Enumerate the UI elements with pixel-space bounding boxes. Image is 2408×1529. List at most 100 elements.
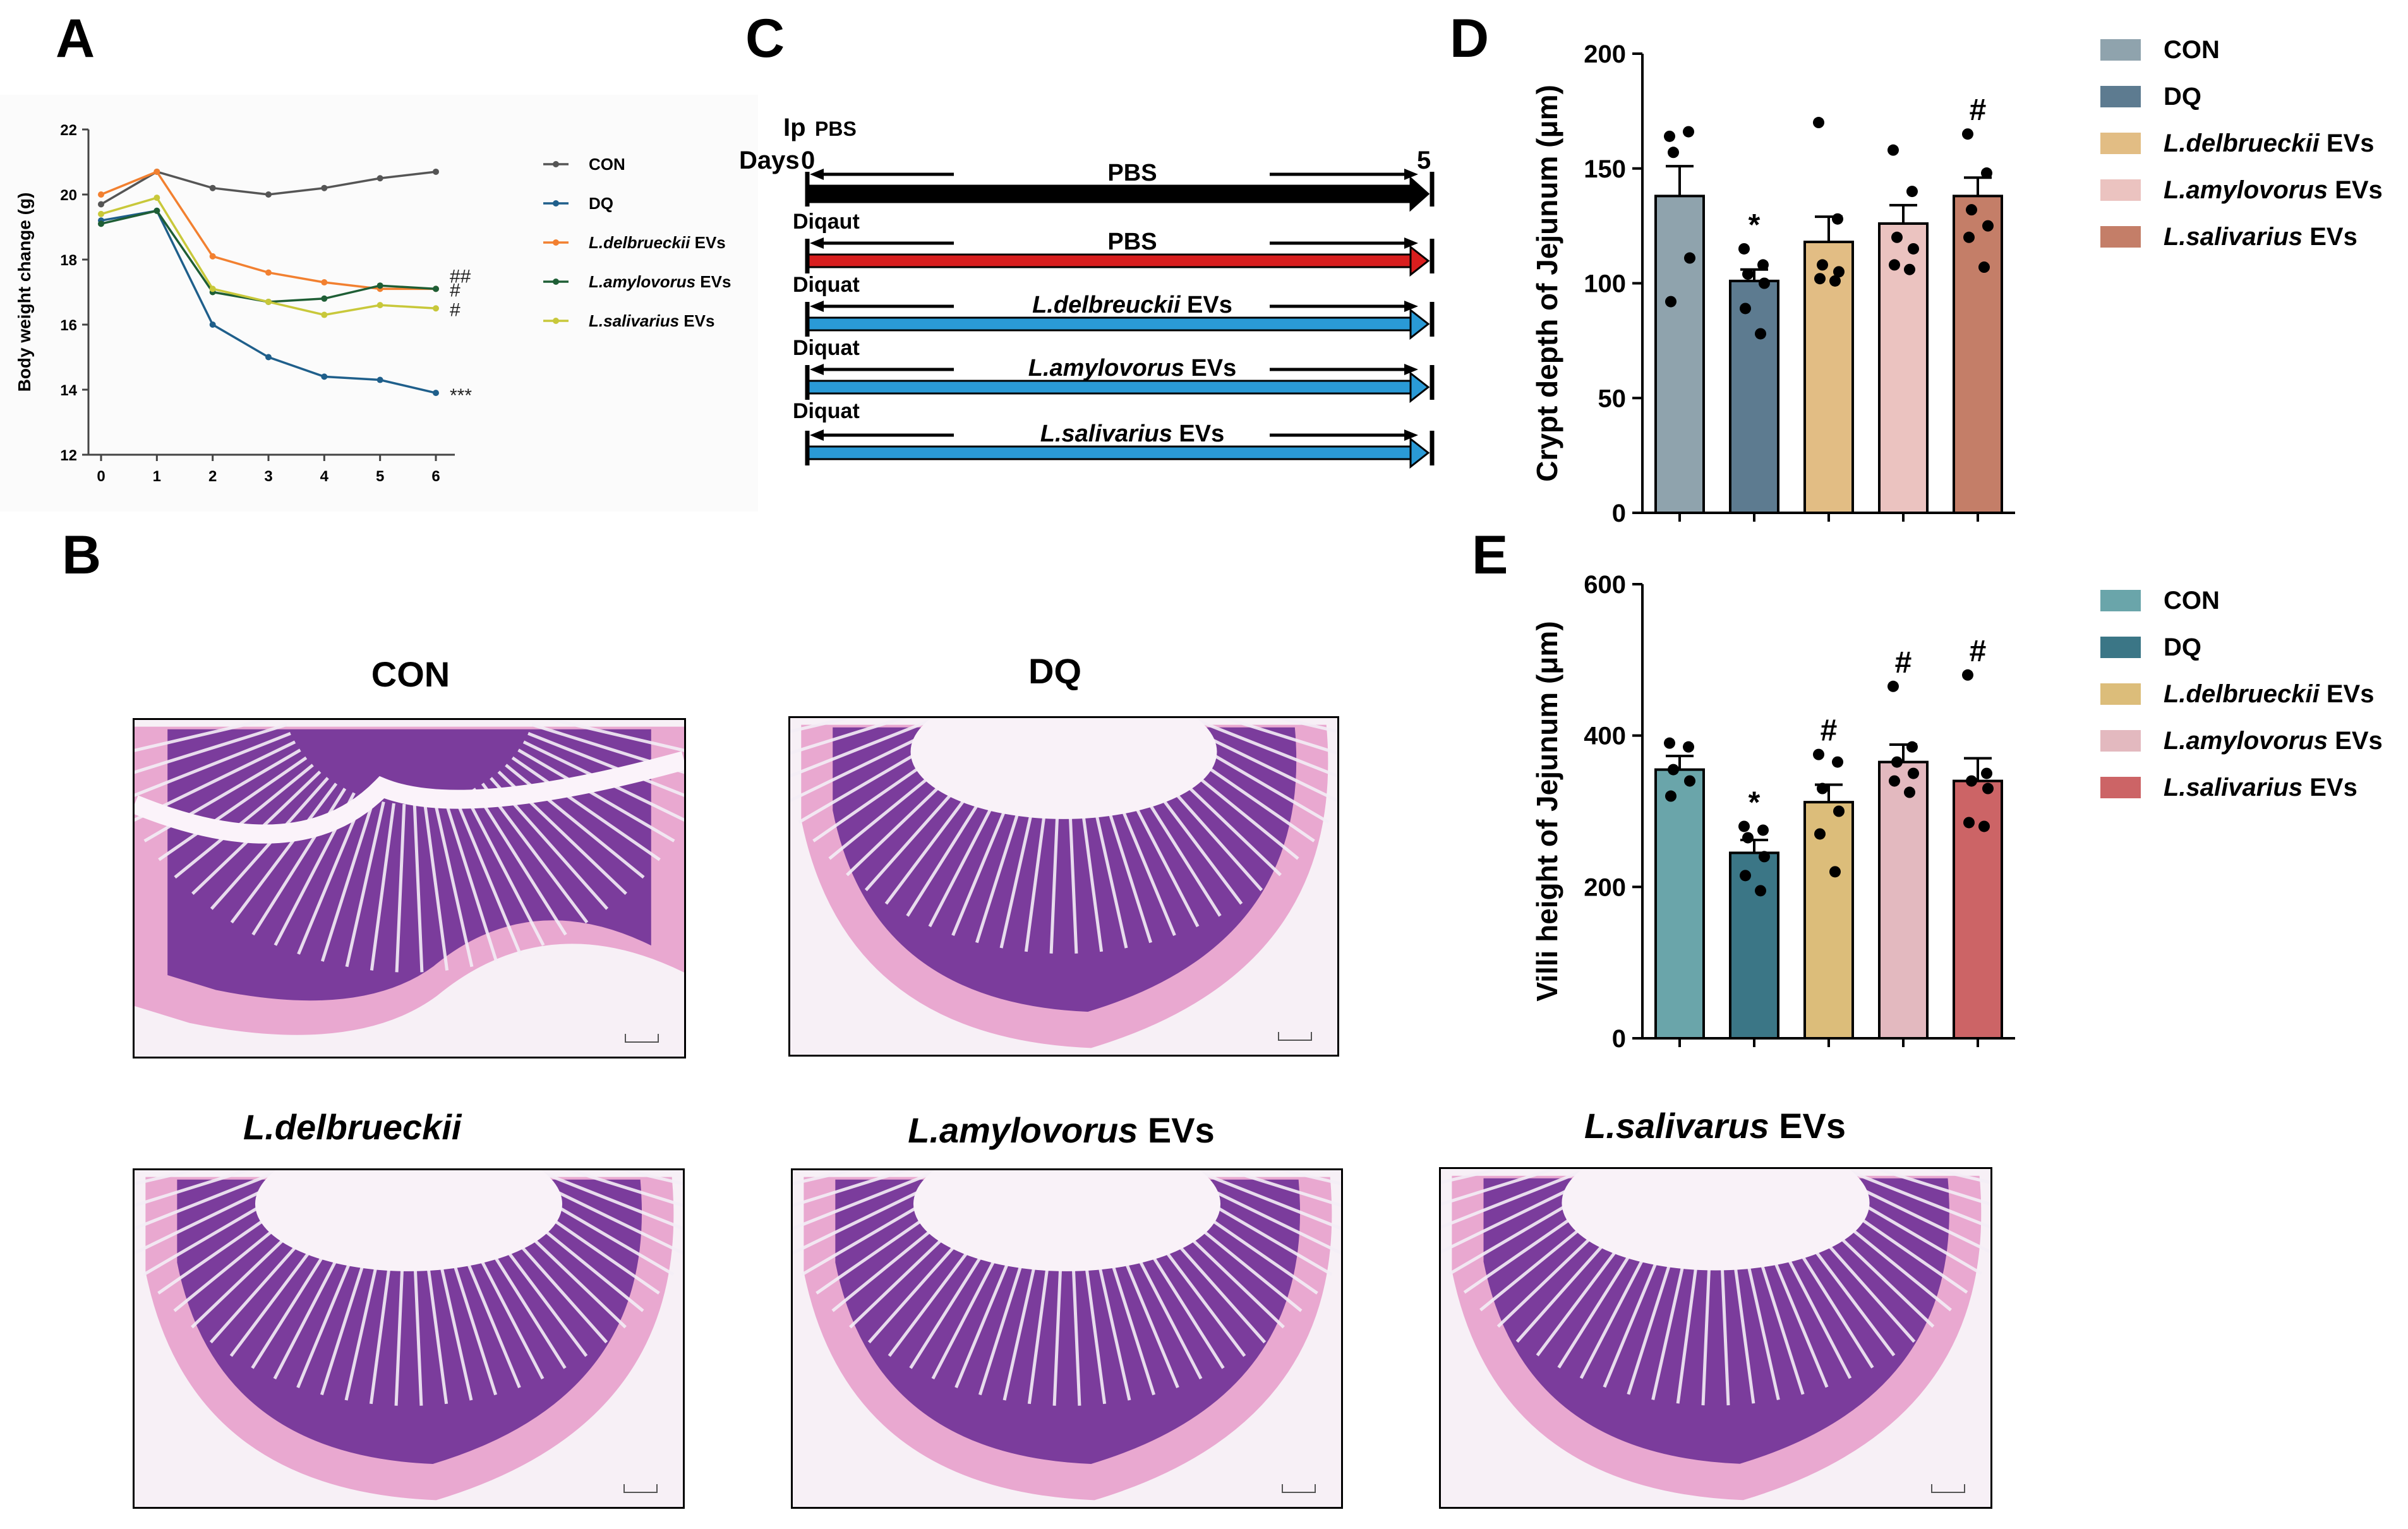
villus-gap — [531, 1170, 683, 1230]
data-point — [1738, 820, 1750, 832]
side-arrow-left-head — [810, 364, 824, 375]
legend-swatch — [2100, 86, 2141, 107]
villus-gap — [158, 756, 308, 861]
y-tick-label: 18 — [60, 252, 77, 269]
scale-bar — [625, 1034, 659, 1043]
legend-marker — [553, 161, 559, 167]
legend-marker — [553, 318, 559, 324]
villus-gap — [412, 803, 424, 973]
data-point — [1962, 669, 1973, 681]
data-point — [1742, 268, 1754, 280]
data-point — [154, 168, 160, 175]
villus-gap — [135, 731, 291, 797]
data-point — [1978, 261, 1990, 273]
side-arrow-left-head — [810, 237, 824, 249]
data-point — [321, 295, 328, 302]
data-point — [1906, 741, 1918, 753]
data-point — [1982, 220, 1994, 232]
timeline-row-start-label: Diquat — [793, 399, 860, 423]
data-point — [321, 184, 328, 191]
villus-gap — [793, 1170, 944, 1230]
data-point — [1668, 147, 1679, 159]
data-point — [1904, 263, 1915, 275]
data-point — [98, 191, 104, 198]
y-tick-label: 200 — [1584, 873, 1626, 901]
data-point — [1683, 741, 1694, 753]
legend-label: L.delbrueckii EVs — [589, 233, 726, 252]
y-axis-label: Body weight change (g) — [15, 193, 34, 392]
micrograph-dq — [788, 716, 1339, 1057]
data-point — [1981, 167, 1992, 179]
villus-gap — [481, 782, 589, 924]
bar — [1654, 768, 1705, 1040]
data-point — [209, 184, 216, 191]
panel-label-d: D — [1450, 8, 1490, 69]
data-point — [98, 210, 104, 217]
histology-image-salivarus — [1441, 1169, 1990, 1501]
bar — [1803, 241, 1854, 514]
data-point — [1833, 805, 1845, 817]
villus-gap — [423, 803, 449, 971]
villus-gap — [1223, 1170, 1341, 1208]
villus-gap — [790, 718, 908, 755]
legend-swatch — [2100, 179, 2141, 201]
data-point — [98, 201, 104, 208]
micrograph-salivarus — [1439, 1167, 1992, 1509]
x-tick-label: 4 — [320, 468, 329, 485]
villus-gap — [297, 796, 366, 955]
side-arrow-left-head — [810, 301, 824, 312]
micrograph-title-delbrueckii: L.delbrueckii EVs — [243, 1107, 462, 1153]
legend-swatch — [2100, 226, 2141, 248]
timeline-arrow-head — [1409, 176, 1430, 212]
data-point — [1684, 252, 1695, 264]
side-arrow-right-head — [1404, 169, 1418, 180]
legend-label: L.delbrueckii EVs — [2164, 129, 2374, 157]
villus-gap — [517, 748, 675, 842]
villus-gap — [443, 799, 498, 962]
data-point — [1664, 130, 1675, 142]
y-tick-label: 0 — [1612, 1025, 1626, 1053]
x-tick-label: 0 — [97, 468, 105, 485]
data-point — [1813, 748, 1824, 760]
bar — [1729, 279, 1779, 514]
side-arrow-left-head — [810, 429, 824, 441]
lumen — [913, 1170, 1220, 1271]
data-point — [1759, 851, 1770, 863]
data-point — [1891, 231, 1903, 243]
data-point — [1829, 866, 1841, 878]
y-axis-label: Crypt depth of Jejunum (μm) — [1531, 85, 1563, 482]
data-point — [1963, 817, 1975, 829]
data-point — [1908, 767, 1919, 779]
data-point — [1814, 828, 1826, 840]
data-point — [209, 285, 216, 292]
timeline-bar — [807, 316, 1413, 332]
villus-gap — [1189, 1170, 1341, 1230]
data-point — [321, 311, 328, 318]
data-point — [1759, 277, 1770, 289]
side-arrow-left-head — [810, 169, 824, 180]
significance-mark: # — [1970, 93, 1987, 127]
histology-image-amylovorus — [793, 1170, 1341, 1501]
panel-label-c: C — [745, 8, 785, 69]
micrograph-title-con: CON — [371, 654, 450, 694]
data-point — [1906, 186, 1918, 198]
data-point — [1833, 266, 1845, 278]
timeline-bar-label: L.amylovorus EVs — [1028, 355, 1236, 381]
data-point — [154, 207, 160, 214]
micrograph-amylovorus — [791, 1168, 1343, 1509]
y-tick-label: 22 — [60, 122, 77, 139]
timeline-bar-label: PBS — [1107, 229, 1157, 255]
bar — [1878, 222, 1929, 514]
data-point — [433, 168, 439, 175]
data-point — [376, 175, 383, 182]
villus-gap — [135, 1170, 253, 1208]
villus-gap — [1441, 1169, 1592, 1229]
micrograph-delbrueckii — [133, 1168, 685, 1509]
side-arrow-right-head — [1404, 364, 1418, 375]
scale-bar — [1282, 1484, 1316, 1493]
legend-swatch — [2100, 590, 2141, 611]
timeline-bar — [807, 253, 1413, 268]
timeline-row-start-label: Diquat — [793, 273, 860, 297]
micrograph-title-salivarus: L.salivarus EVs — [1584, 1106, 1846, 1146]
y-tick-label: 400 — [1584, 723, 1626, 750]
